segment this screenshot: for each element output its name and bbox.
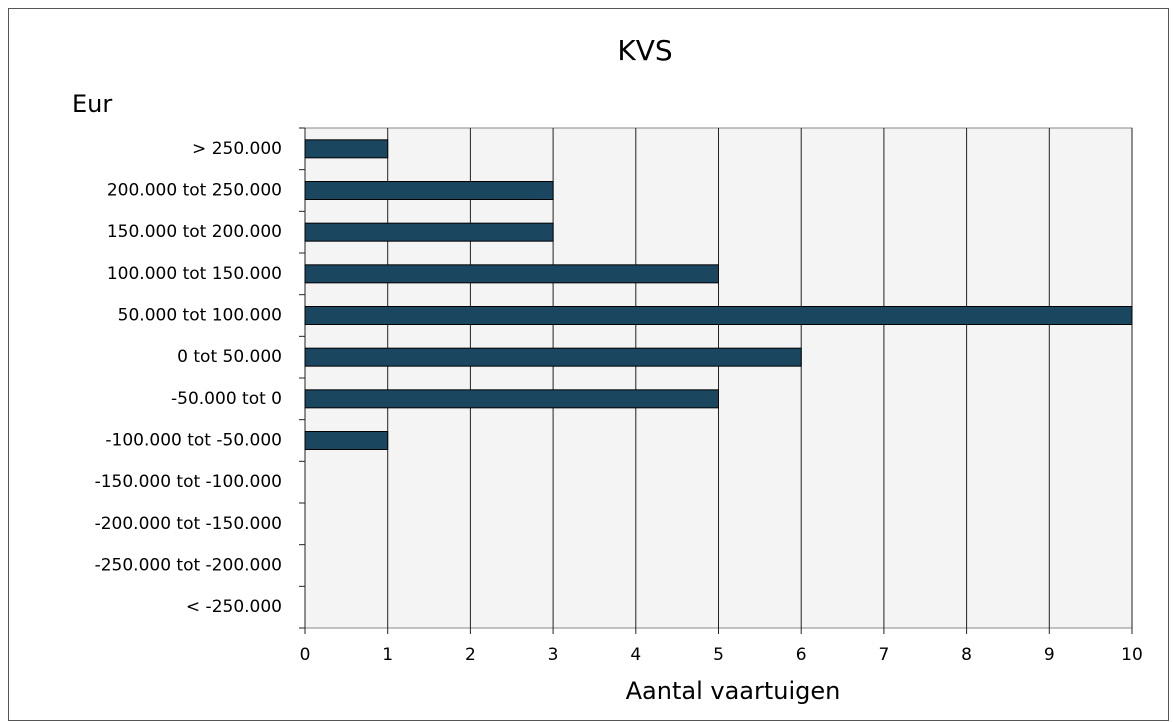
y-tick-label: -250.000 tot -200.000	[95, 556, 282, 576]
y-tick-label: > 250.000	[192, 139, 282, 159]
x-tick-label: 6	[796, 645, 807, 665]
x-tick-label: 0	[300, 645, 311, 665]
bar	[304, 222, 554, 242]
x-tick-label: 3	[548, 645, 559, 665]
x-tick-label: 2	[465, 645, 476, 665]
x-axis-label: Aantal vaartuigen	[626, 677, 841, 705]
bar	[304, 389, 719, 409]
x-tick-label: 4	[630, 645, 641, 665]
y-tick-label: 0 tot 50.000	[177, 347, 282, 367]
x-tick-label: 8	[961, 645, 972, 665]
x-tick-label: 1	[382, 645, 393, 665]
y-tick-label: < -250.000	[186, 597, 282, 617]
y-tick-label: 200.000 tot 250.000	[107, 181, 282, 201]
y-axis-label: Eur	[72, 90, 112, 118]
y-tick-label: -100.000 tot -50.000	[105, 431, 282, 451]
bar	[304, 139, 389, 159]
y-tick-label: -150.000 tot -100.000	[95, 472, 282, 492]
x-tick-label: 10	[1121, 645, 1143, 665]
y-tick-label: -200.000 tot -150.000	[95, 514, 282, 534]
y-tick-label: -50.000 tot 0	[171, 389, 282, 409]
bar	[304, 306, 1133, 325]
x-tick-label: 7	[878, 645, 889, 665]
y-tick-label: 100.000 tot 150.000	[107, 264, 282, 284]
chart-title: KVS	[617, 34, 672, 67]
y-tick-label: 50.000 tot 100.000	[118, 306, 282, 326]
x-tick-label: 5	[713, 645, 724, 665]
bar	[304, 431, 389, 450]
bar	[304, 264, 719, 284]
bar	[304, 181, 554, 200]
y-tick-label: 150.000 tot 200.000	[107, 222, 282, 242]
x-tick-label: 9	[1044, 645, 1055, 665]
bar	[304, 347, 802, 367]
